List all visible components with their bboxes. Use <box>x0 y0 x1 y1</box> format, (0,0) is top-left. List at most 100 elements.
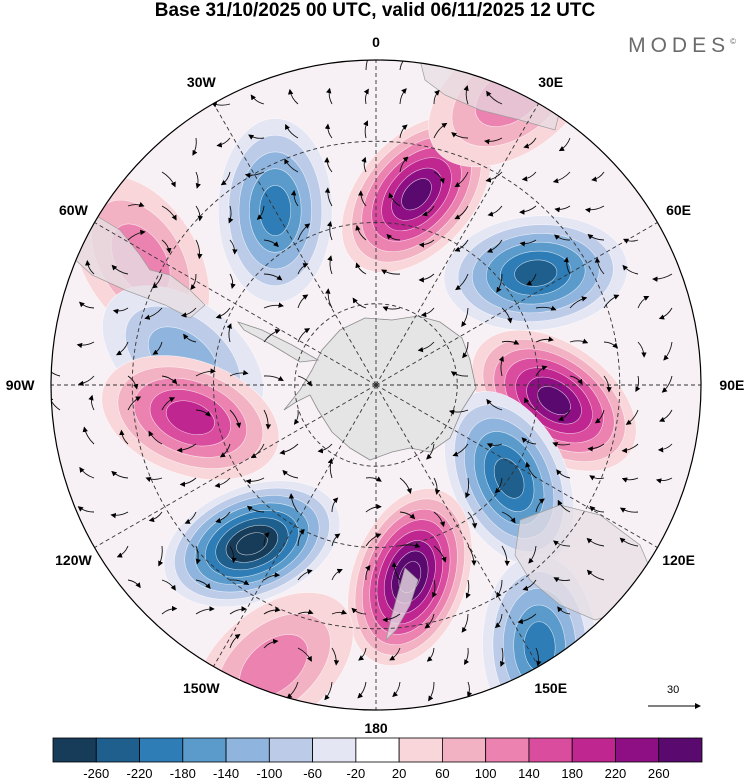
longitude-label: 180 <box>364 719 388 736</box>
wind-arrow <box>432 579 438 598</box>
wind-arrow <box>288 493 299 513</box>
wind-arrow <box>331 568 343 581</box>
wind-arrow <box>554 205 571 213</box>
wind-arrow <box>399 477 412 494</box>
wind-arrow <box>501 545 510 567</box>
wind-arrow <box>496 579 503 598</box>
wind-arrow <box>498 355 504 377</box>
wind-arrow <box>144 307 163 320</box>
wind-arrow <box>455 273 469 291</box>
wind-arrow <box>263 302 284 309</box>
wind-arrow <box>526 273 537 286</box>
wind-arrow <box>486 398 503 411</box>
wind-arrow <box>522 579 537 591</box>
meridian-line <box>213 103 377 386</box>
wind-arrow <box>454 171 469 188</box>
wind-arrow <box>528 545 537 564</box>
wind-arrow <box>418 239 435 248</box>
legend-swatch <box>225 737 270 763</box>
wind-arrow <box>111 264 129 275</box>
wind-arrow <box>127 201 145 207</box>
wind-arrow <box>433 122 448 139</box>
legend-tick: 60 <box>435 766 450 781</box>
wind-arrow <box>192 137 198 156</box>
wind-arrow <box>111 470 129 479</box>
wind-arrow <box>195 205 203 222</box>
wind-arrow <box>244 171 265 179</box>
wind-arrow <box>331 609 347 615</box>
wind-arrow <box>558 137 571 152</box>
wind-arrow <box>365 533 382 547</box>
wind-arrow <box>195 606 215 615</box>
wind-arrow <box>357 681 367 699</box>
wind-arrow <box>486 90 503 105</box>
wind-arrow <box>297 647 312 662</box>
wind-arrow <box>195 239 203 260</box>
wind-arrow <box>351 607 367 615</box>
wind-arrow <box>399 88 407 105</box>
anomaly-contour <box>259 185 292 236</box>
legend-swatch <box>139 737 184 763</box>
wind-arrow <box>279 443 299 455</box>
wind-arrow <box>424 613 435 629</box>
legend-tick: -180 <box>169 766 196 781</box>
wind-arrow <box>151 273 163 289</box>
wind-arrow <box>324 123 333 139</box>
wind-arrow <box>586 569 605 581</box>
wind-arrow <box>127 375 139 390</box>
wind-arrow <box>326 220 333 241</box>
wind-arrow <box>127 229 146 241</box>
longitude-label: 60E <box>666 202 692 219</box>
wind-arrow <box>382 306 401 312</box>
wind-arrow <box>263 375 284 382</box>
wind-arrow <box>484 137 503 145</box>
legend-tick: -60 <box>303 766 322 781</box>
latitude-circle <box>294 303 458 467</box>
legend-tick: -100 <box>256 766 283 781</box>
wind-arrow <box>535 336 554 343</box>
wind-arrow <box>77 506 95 513</box>
wind-arrow <box>552 540 571 547</box>
wind-arrow <box>399 60 408 71</box>
wind-arrow <box>127 396 142 411</box>
longitude-label: 30E <box>538 74 564 91</box>
wind-arrow <box>248 134 265 140</box>
graticule <box>51 60 701 710</box>
wind-arrow <box>494 477 503 494</box>
wind-arrow <box>637 295 650 309</box>
map-boundary <box>50 59 702 711</box>
wind-arrow <box>621 443 639 454</box>
wind-arrow <box>594 257 605 275</box>
legend-swatch <box>268 737 314 763</box>
wind-arrow <box>263 329 281 343</box>
wind-arrow <box>51 395 61 411</box>
wind-arrow <box>357 190 367 207</box>
wind-arrow <box>250 443 265 459</box>
wind-arrow <box>179 477 197 487</box>
wind-arrow <box>245 477 265 485</box>
wind-arrow <box>450 371 469 377</box>
wind-arrow <box>521 437 537 445</box>
wind-arrow <box>535 365 548 377</box>
wind-arrow <box>324 681 333 701</box>
wind-arrow <box>145 477 163 483</box>
wind-arrow <box>426 443 435 460</box>
wind-arrow <box>603 341 619 349</box>
wind-arrow <box>355 262 367 275</box>
wind-arrow <box>216 137 231 148</box>
wind-arrow <box>426 647 435 662</box>
wind-arrow <box>284 158 299 173</box>
wind-arrow <box>519 205 537 215</box>
legend-swatch <box>658 737 703 763</box>
wind-arrow <box>587 443 605 452</box>
wind-arrow <box>256 205 265 220</box>
wind-arrow <box>603 375 612 393</box>
wind-arrow <box>195 409 211 417</box>
wind-arrow <box>535 647 542 667</box>
wind-arrow <box>327 255 333 275</box>
wind-arrow <box>148 430 163 445</box>
wind-arrow <box>622 264 639 275</box>
longitude-label: 90E <box>719 377 745 393</box>
wind-arrow <box>263 638 279 649</box>
copyright-mark: © <box>730 37 736 46</box>
